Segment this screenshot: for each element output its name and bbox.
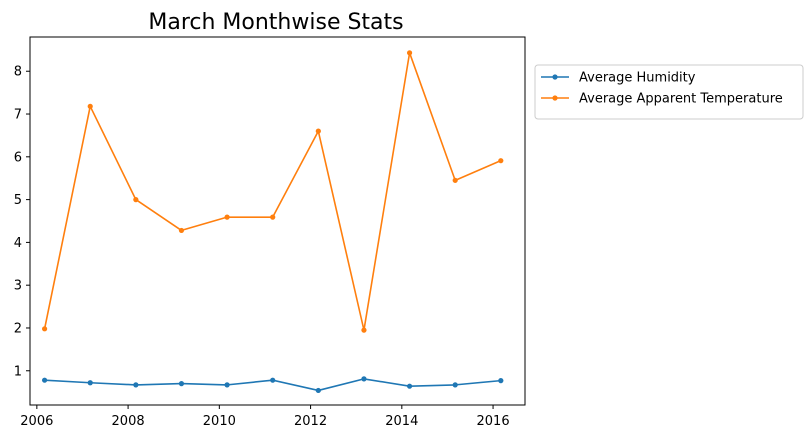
data-point-average-humidity (178, 381, 185, 387)
data-point-average-apparent-temperature (87, 103, 93, 109)
data-point-average-humidity (315, 387, 321, 394)
data-point-average-humidity (406, 383, 413, 389)
y-tick-label: 3 (14, 279, 22, 294)
x-tick-label: 2016 (477, 414, 510, 429)
data-point-average-apparent-temperature (406, 50, 413, 56)
data-point-average-humidity (361, 376, 367, 382)
y-axis: 1 2 3 4 5 6 7 8 (14, 65, 30, 379)
data-point-average-apparent-temperature (498, 158, 504, 164)
legend: Average Humidity Average Apparent Tempera… (534, 64, 804, 120)
data-point-average-apparent-temperature (41, 326, 48, 332)
y-tick-label: 2 (14, 321, 22, 336)
data-point-average-apparent-temperature (452, 177, 458, 183)
data-point-average-apparent-temperature (270, 214, 276, 220)
legend-label-average-apparent-temperature: Average Apparent Temperature (579, 92, 783, 107)
y-tick-label: 1 (14, 364, 22, 379)
legend-box (534, 64, 804, 120)
y-tick-label: 6 (14, 150, 22, 165)
series-line-average-apparent-temperature (43, 52, 502, 331)
y-tick-label: 8 (14, 65, 22, 80)
legend-marker-average-humidity (552, 74, 558, 80)
data-point-average-humidity (452, 382, 458, 388)
x-axis: 2006 2008 2010 2012 2014 2016 (20, 405, 510, 429)
data-point-average-humidity (498, 378, 504, 384)
chart-title: March Monthwise Stats (148, 10, 403, 35)
data-point-average-apparent-temperature (315, 128, 321, 134)
data-point-average-humidity (87, 380, 93, 386)
y-tick-label: 4 (14, 236, 22, 251)
data-point-average-humidity (41, 377, 48, 383)
data-point-average-apparent-temperature (361, 327, 367, 333)
x-tick-label: 2012 (294, 414, 327, 429)
data-point-average-apparent-temperature (133, 197, 139, 203)
y-tick-label: 7 (14, 108, 22, 123)
y-tick-label: 5 (14, 193, 22, 208)
plot-area (41, 50, 504, 394)
plot-frame (29, 36, 526, 406)
x-tick-label: 2008 (112, 414, 145, 429)
data-point-average-apparent-temperature (178, 227, 185, 234)
x-tick-label: 2006 (20, 414, 53, 429)
legend-marker-average-apparent-temperature (552, 95, 558, 101)
x-tick-label: 2010 (203, 414, 236, 429)
legend-label-average-humidity: Average Humidity (579, 71, 696, 86)
data-point-average-apparent-temperature (224, 214, 230, 220)
data-point-average-humidity (270, 377, 276, 383)
data-point-average-humidity (133, 382, 139, 388)
data-point-average-humidity (224, 382, 230, 388)
x-tick-label: 2014 (385, 414, 418, 429)
